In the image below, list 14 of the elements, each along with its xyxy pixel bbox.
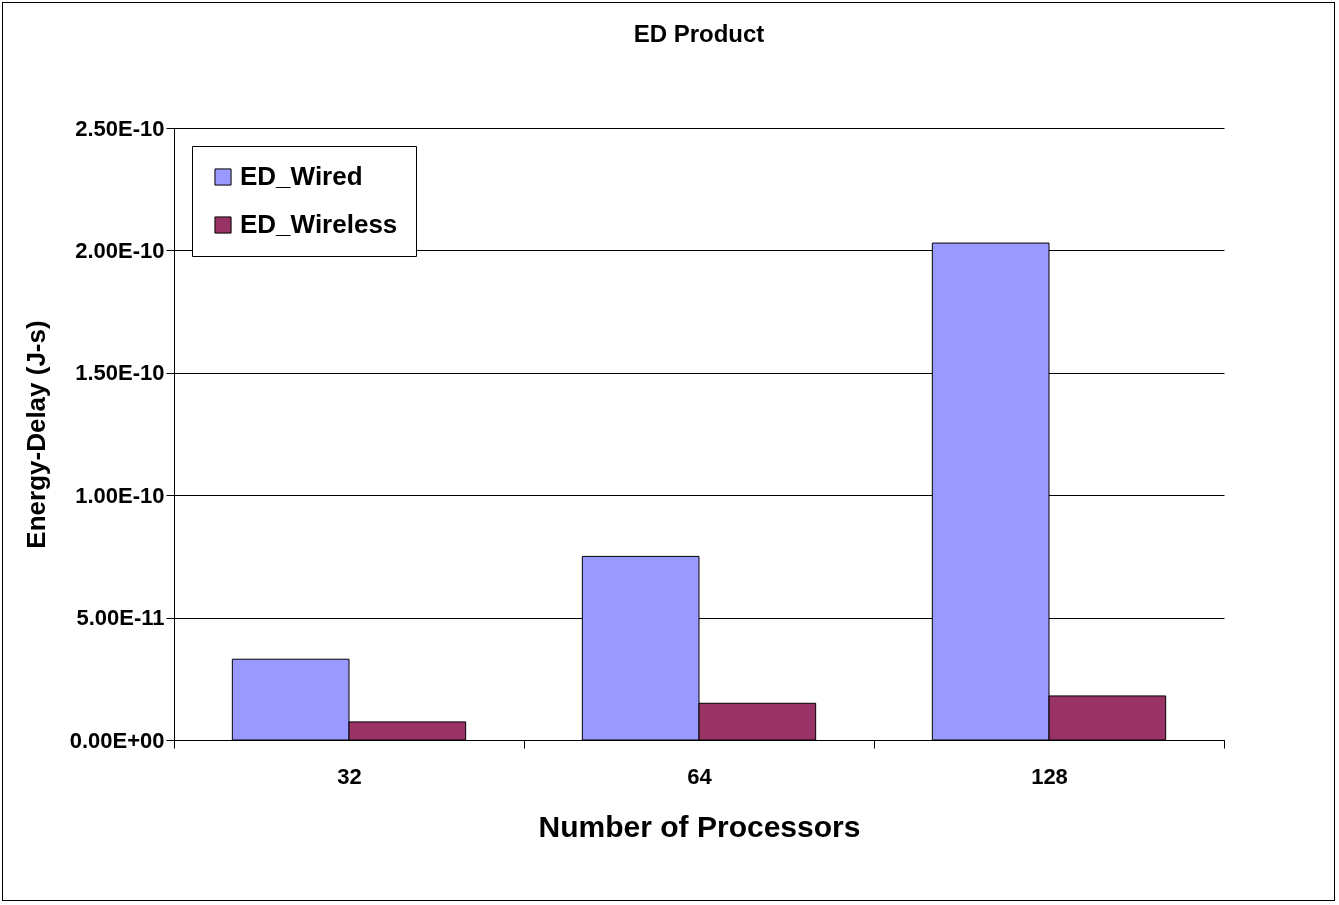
y-tick-label: 2.50E-10 (75, 115, 165, 141)
chart-title: ED Product (633, 20, 765, 47)
y-tick-label: 2.00E-10 (75, 237, 165, 263)
legend-label: ED_Wireless (240, 209, 398, 239)
y-tick-label: 5.00E-11 (76, 605, 165, 631)
y-tick-label: 1.50E-10 (75, 360, 165, 386)
y-tick-label: 0.00E+00 (69, 727, 165, 753)
x-axis-title: Number of Processors (538, 809, 861, 843)
y-axis-title: Energy-Delay (J-s) (20, 320, 51, 549)
x-tick-label: 64 (687, 763, 713, 789)
legend-label: ED_Wired (240, 161, 363, 191)
x-tick-label: 128 (1031, 763, 1068, 789)
y-tick-label: 1.00E-10 (75, 482, 165, 508)
x-tick-label: 32 (337, 763, 362, 789)
